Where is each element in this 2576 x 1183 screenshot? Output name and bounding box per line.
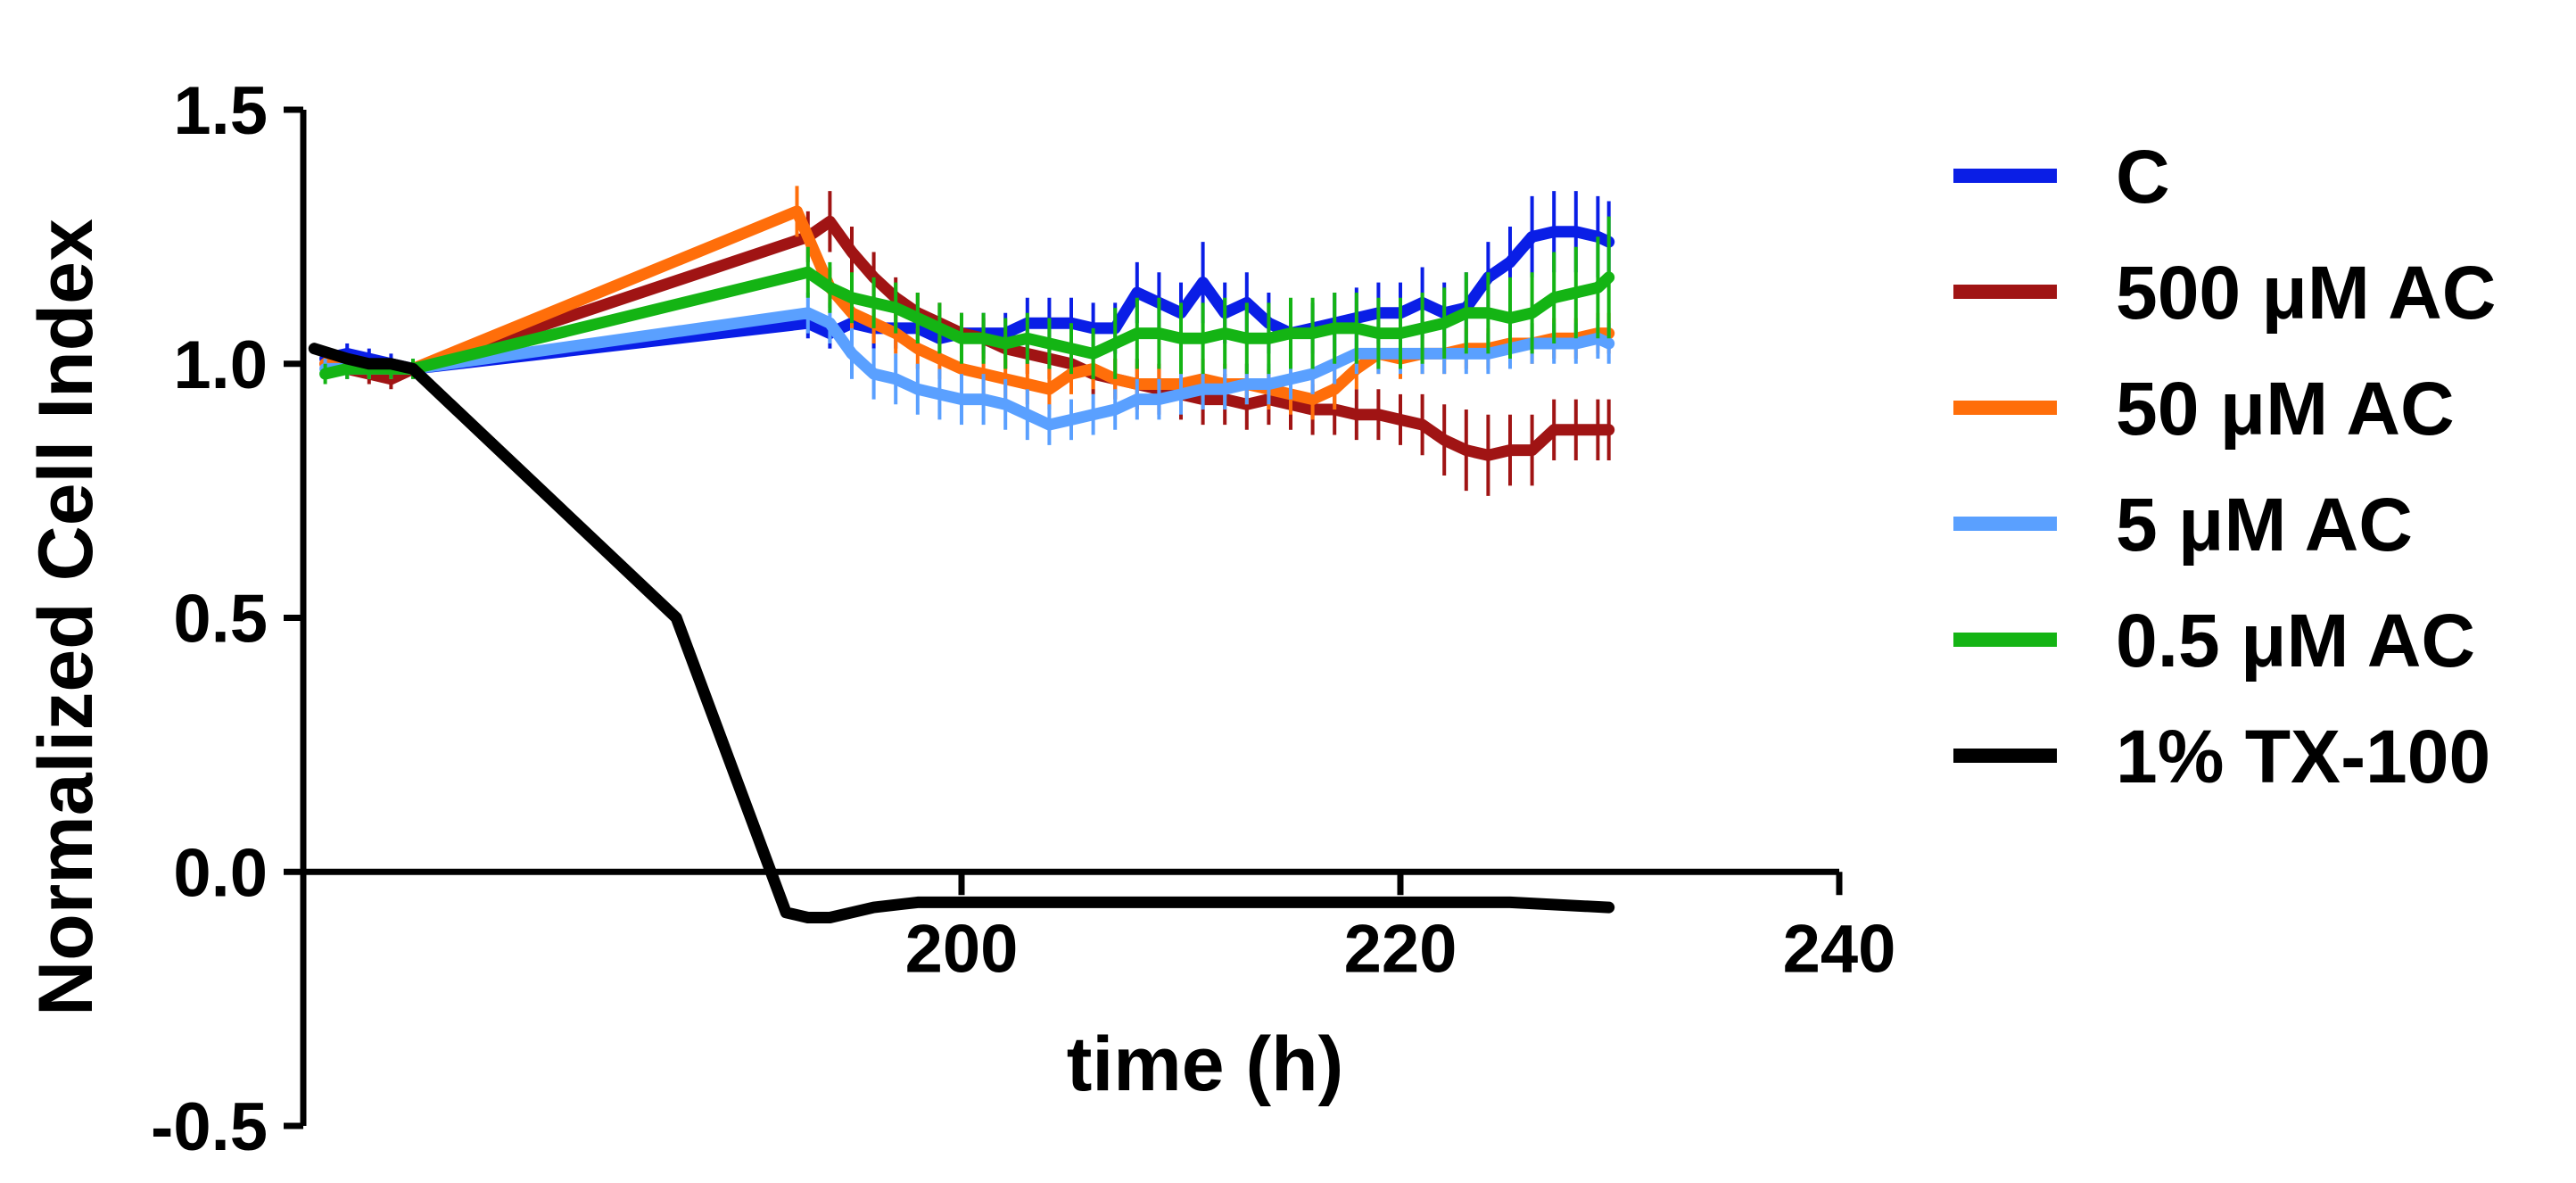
legend-item: C [1953, 135, 2170, 219]
legend-item: 0.5 μM AC [1953, 599, 2475, 682]
legend-label: 500 μM AC [2116, 251, 2496, 335]
series-5 [308, 343, 1615, 923]
legend-label: 5 μM AC [2116, 483, 2413, 567]
series-line [319, 266, 1615, 380]
x-tick-label: 200 [905, 911, 1019, 987]
legend: C 500 μM AC 50 μM AC 5 μM AC 0.5 μM AC 1% TX-… [1953, 135, 2496, 798]
legend-label: C [2116, 135, 2170, 219]
y-tick-label: 0.5 [173, 582, 268, 658]
legend-item: 1% TX-100 [1953, 715, 2490, 798]
series-4 [319, 216, 1615, 385]
series-line [319, 307, 1615, 431]
plot-area [308, 186, 1615, 923]
legend-label: 1% TX-100 [2116, 715, 2490, 798]
y-tick-label: 1.5 [173, 73, 268, 149]
series-line [308, 343, 1615, 923]
axes: -0.5 0.0 0.5 1.0 1.5 200 220 240 [151, 73, 1895, 1165]
legend-label: 50 μM AC [2116, 367, 2455, 451]
legend-item: 5 μM AC [1953, 483, 2413, 567]
legend-label: 0.5 μM AC [2116, 599, 2475, 682]
y-tick-label: 0.0 [173, 835, 268, 911]
y-axis-title: Normalized Cell Index [23, 219, 109, 1016]
x-tick-label: 220 [1344, 911, 1457, 987]
y-tick-label: -0.5 [151, 1089, 268, 1165]
x-axis-title: time (h) [1067, 1022, 1344, 1107]
legend-item: 50 μM AC [1953, 367, 2455, 451]
x-tick-label: 240 [1783, 911, 1896, 987]
y-tick-label: 1.0 [173, 327, 268, 403]
legend-item: 500 μM AC [1953, 251, 2496, 335]
y-ticks: -0.5 0.0 0.5 1.0 1.5 [151, 73, 303, 1165]
x-ticks: 200 220 240 [905, 872, 1896, 987]
